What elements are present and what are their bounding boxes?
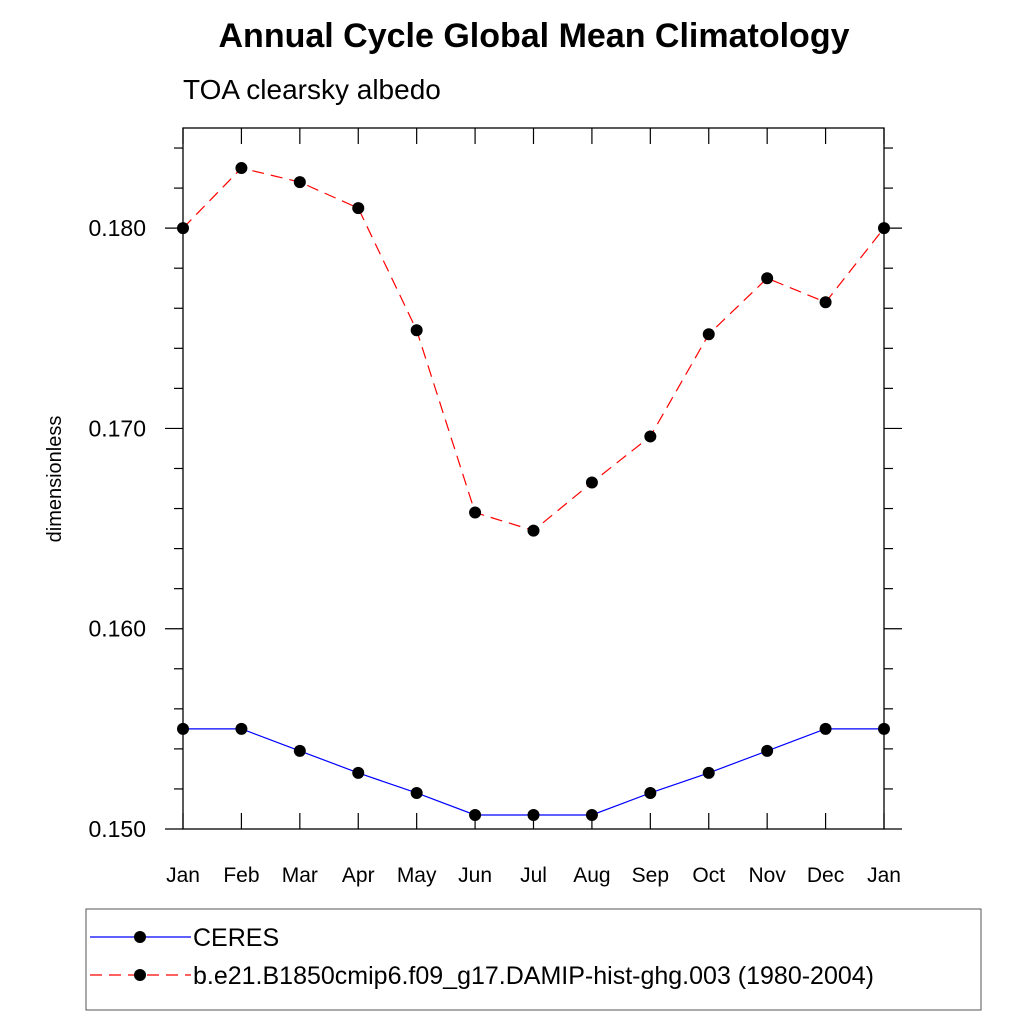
legend-entry: CERES	[90, 924, 279, 952]
chart-title: Annual Cycle Global Mean Climatology	[219, 17, 850, 55]
series-line	[183, 728, 884, 816]
x-tick-label: Sep	[632, 864, 669, 887]
data-point	[819, 296, 832, 309]
data-point	[702, 328, 715, 341]
legend-marker	[134, 969, 146, 981]
data-point	[235, 722, 248, 735]
legend-box	[85, 908, 982, 1011]
data-point	[352, 766, 365, 779]
x-tick-label: Feb	[223, 864, 259, 887]
x-tick-label: Jun	[458, 864, 492, 887]
data-point	[235, 162, 248, 175]
x-tick-label: Aug	[573, 864, 610, 887]
y-tick-labels: 0.150 0.160 0.170 0.180	[88, 215, 146, 842]
data-point	[761, 744, 774, 757]
x-tick-label: Dec	[807, 864, 844, 887]
legend-entry: b.e21.B1850cmip6.f09_g17.DAMIP-hist-ghg.…	[90, 962, 874, 990]
legend-label: b.e21.B1850cmip6.f09_g17.DAMIP-hist-ghg.…	[193, 962, 874, 990]
data-point	[469, 506, 482, 519]
x-tick-label: Nov	[748, 864, 786, 887]
data-point	[585, 476, 598, 489]
data-point	[702, 766, 715, 779]
plot-frame	[182, 127, 885, 830]
x-tick-label: Oct	[692, 864, 725, 887]
series-layer	[177, 162, 890, 821]
data-point	[352, 202, 365, 215]
y-tick-label: 0.160	[88, 616, 146, 642]
data-point	[293, 176, 306, 189]
y-tick-label: 0.170	[88, 415, 146, 441]
data-point	[761, 272, 774, 285]
legend: CERES b.e21.B1850cmip6.f09_g17.DAMIP-hist…	[90, 924, 874, 990]
data-point	[644, 786, 657, 799]
data-point	[878, 222, 890, 235]
x-tick-label: Jan	[867, 864, 901, 887]
chart-subtitle: TOA clearsky albedo	[183, 74, 441, 105]
series-1	[177, 162, 890, 537]
x-tick-labels: Jan Feb Mar Apr May Jun Jul Aug Sep Oct Nov Dec Jan	[166, 864, 901, 887]
data-point	[527, 808, 540, 821]
x-tick-label: Apr	[342, 864, 375, 887]
legend-label: CERES	[193, 924, 279, 952]
data-point	[410, 786, 423, 799]
legend-marker	[134, 931, 146, 943]
data-point	[177, 722, 189, 735]
y-tick-label: 0.180	[88, 215, 146, 241]
data-point	[878, 722, 890, 735]
series-line	[182, 167, 885, 532]
data-point	[293, 744, 306, 757]
series-0	[177, 722, 890, 821]
y-tick-label: 0.150	[88, 816, 146, 842]
x-tick-label: Jul	[520, 864, 547, 887]
data-point	[527, 524, 540, 537]
data-point	[177, 222, 189, 235]
x-tick-label: Jan	[166, 864, 200, 887]
data-point	[819, 722, 832, 735]
data-point	[644, 430, 657, 443]
data-point	[585, 808, 598, 821]
x-tick-label: Mar	[282, 864, 318, 887]
axis-ticks	[165, 128, 902, 830]
x-tick-label: May	[397, 864, 437, 887]
y-axis-label: dimensionless	[44, 416, 66, 543]
data-point	[469, 808, 482, 821]
data-point	[410, 324, 423, 337]
